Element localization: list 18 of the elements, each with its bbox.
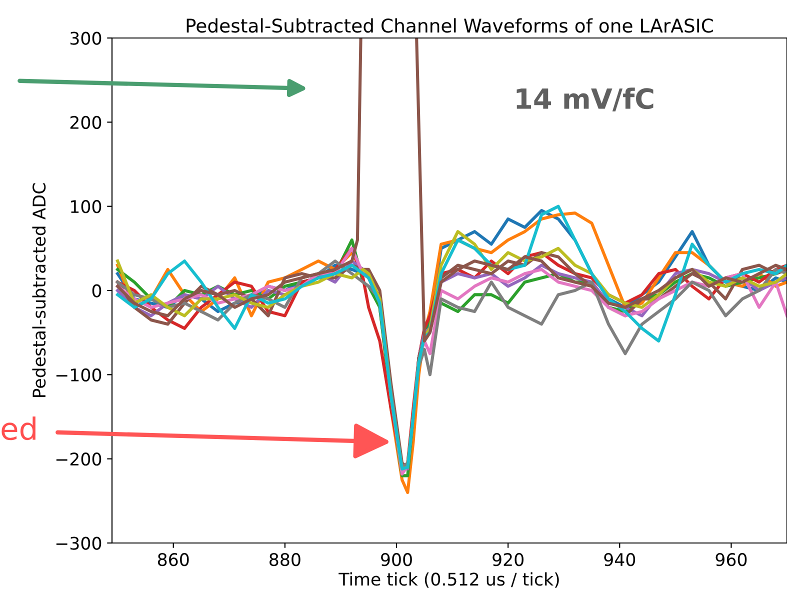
y-tick-label: 0 [92,284,102,298]
x-tick-label: 860 [158,553,189,566]
y-tick-label: −300 [56,536,102,550]
y-tick-label: 100 [71,200,102,214]
x-tick-label: 920 [492,553,524,566]
annotation: ed [2,416,36,440]
x-tick-label: 880 [270,553,300,566]
x-tick-label: 960 [716,553,747,566]
y-tick-label: 300 [70,32,102,45]
x-tick-label: 940 [604,553,636,566]
x-tick-label: 900 [381,553,412,566]
y-axis-title: Pedestal-subtracted ADC [32,183,46,397]
x-axis-title: Time tick (0.512 us / tick) [338,572,559,588]
chart-title: Pedestal-Subtracted Channel Waveforms of one LArASIC [186,18,713,33]
y-tick-label: 200 [70,116,102,130]
y-tick-label: −100 [56,368,102,382]
y-tick-label: −200 [56,452,102,466]
annotation: 14 mV/fC [516,88,654,112]
